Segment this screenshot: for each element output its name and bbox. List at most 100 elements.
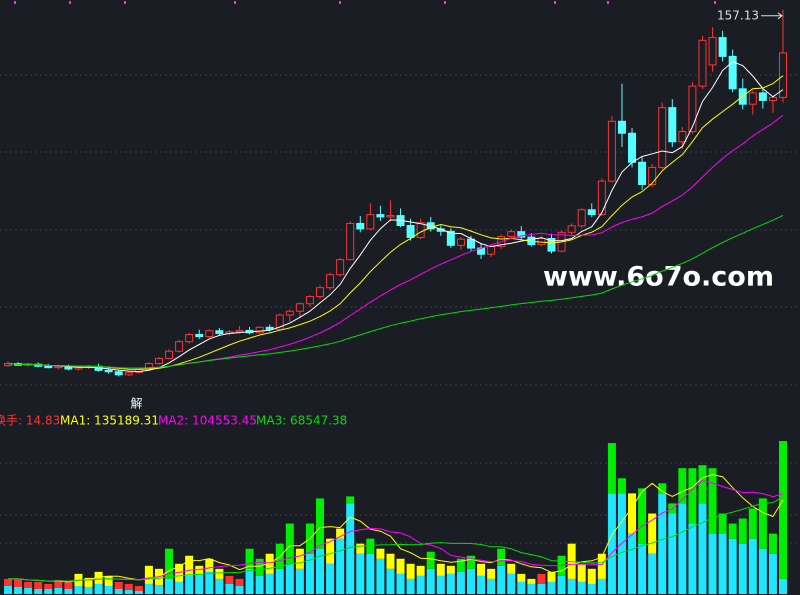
candle-body	[406, 225, 415, 238]
candle-body	[648, 166, 657, 186]
volume-bar	[14, 586, 23, 594]
top-tick	[69, 1, 71, 4]
volume-bar	[225, 583, 234, 594]
top-tick	[607, 1, 609, 4]
volume-bar	[466, 568, 475, 594]
volume-bar	[738, 543, 747, 594]
volume-bar	[487, 568, 496, 579]
volume-bar	[396, 558, 405, 574]
volume-bar	[587, 583, 596, 594]
volume-bar	[165, 548, 174, 579]
volume-bar	[517, 573, 526, 582]
volume-bar	[44, 583, 53, 589]
candle-body	[446, 230, 455, 246]
volume-bar	[426, 568, 435, 594]
volume-bar	[628, 533, 637, 594]
candle-body	[779, 52, 787, 98]
candle-body	[336, 259, 345, 276]
volume-bar	[235, 578, 244, 586]
volume-bar	[376, 548, 385, 559]
volume-bar	[285, 523, 294, 564]
volume-bar	[406, 563, 415, 579]
candle-body	[366, 214, 375, 230]
candle-body	[638, 161, 647, 186]
ma-line	[7, 61, 784, 373]
volume-bar	[607, 493, 616, 594]
volume-bar	[768, 533, 777, 554]
candle-body	[758, 92, 767, 101]
top-tick	[444, 1, 446, 4]
volume-bar	[638, 543, 647, 594]
candle-body	[718, 37, 727, 57]
volume-bar	[678, 503, 687, 594]
volume-bar	[617, 478, 626, 494]
candle-body	[154, 357, 163, 365]
candle-body	[466, 238, 475, 249]
volume-bar	[648, 513, 657, 554]
volume-bar	[678, 468, 687, 504]
legend-entry: 换手: 14.83	[0, 414, 60, 428]
volume-bar	[316, 498, 325, 549]
volume-bar	[326, 538, 335, 564]
volume-bar	[104, 575, 113, 586]
candle-body	[165, 350, 174, 359]
volume-bar	[497, 548, 506, 566]
volume-bar	[265, 553, 274, 574]
volume-bar	[255, 558, 264, 576]
volume-bar	[597, 553, 606, 579]
volume-bar	[456, 571, 465, 594]
candle-body	[768, 96, 777, 101]
candle-body	[104, 369, 113, 373]
candle-body	[316, 287, 325, 298]
volume-bar	[728, 538, 737, 594]
volume-bar	[376, 558, 385, 594]
volume-bar	[708, 533, 717, 594]
candle-body	[326, 274, 335, 289]
candle-body	[185, 333, 194, 343]
volume-bar	[255, 575, 264, 594]
candle-body	[587, 209, 596, 216]
volume-bar	[185, 575, 194, 594]
volume-bar	[748, 508, 757, 539]
candle-body	[688, 85, 697, 133]
max-label: 157.13	[717, 8, 759, 22]
volume-bar	[114, 588, 123, 594]
volume-bar	[446, 573, 455, 594]
top-tick	[714, 1, 716, 4]
volume-bar	[104, 585, 113, 594]
candle-body	[114, 371, 123, 376]
volume-bar	[84, 577, 93, 587]
candle-body	[235, 329, 244, 333]
top-tick	[124, 1, 126, 4]
volume-bar	[698, 465, 707, 504]
volume-bar	[185, 555, 194, 576]
volume-bar	[406, 578, 415, 594]
volume-bar	[144, 565, 153, 584]
candle-body	[346, 222, 355, 261]
volume-bar	[134, 590, 143, 594]
volume-bar	[64, 581, 73, 589]
candle-body	[617, 120, 626, 134]
volume-bar	[195, 573, 204, 594]
legend-entry: MA1: 135189.31	[60, 414, 159, 428]
volume-bar	[668, 513, 677, 594]
max-arrow-head	[777, 12, 783, 20]
candle-body	[215, 330, 224, 334]
candle-body	[295, 303, 304, 312]
volume-bar	[235, 585, 244, 594]
ma-line	[7, 214, 784, 369]
volume-bar	[779, 441, 787, 579]
volume-bar	[275, 568, 284, 594]
volume-bar	[285, 563, 294, 594]
legend-entry: MA3: 68547.38	[256, 414, 347, 428]
candle-body	[305, 296, 314, 305]
candle-body	[356, 222, 365, 230]
volume-bar	[336, 538, 345, 594]
volume-bar	[94, 583, 103, 594]
volume-bar	[366, 538, 375, 554]
volume-bar	[94, 571, 103, 584]
volume-bar	[386, 553, 395, 569]
volume-bar	[316, 548, 325, 594]
top-tick	[554, 1, 556, 4]
